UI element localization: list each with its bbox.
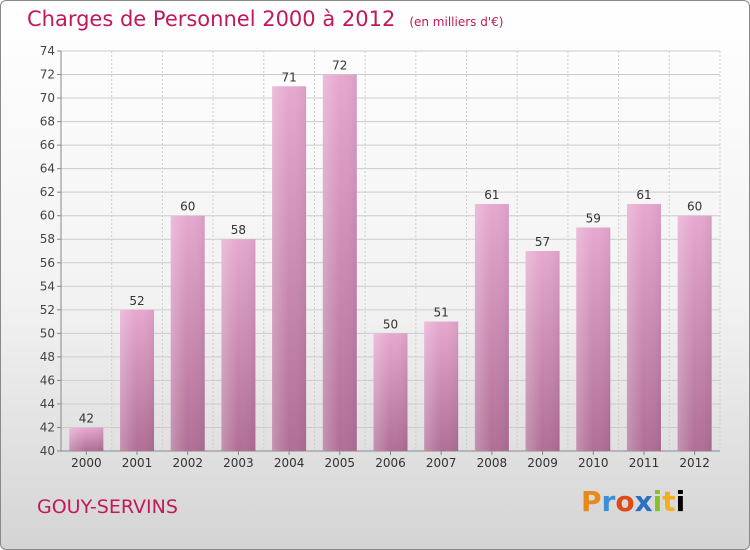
data-label-2003: 58 xyxy=(231,223,246,237)
bar-shine-2003 xyxy=(221,239,256,451)
data-label-2002: 60 xyxy=(180,200,195,214)
y-tick-label: 50 xyxy=(40,326,55,340)
x-tick-label-2012: 2012 xyxy=(679,456,710,470)
bar-shine-2006 xyxy=(373,333,408,451)
bar-shine-2007 xyxy=(424,321,459,451)
x-tick-label-2003: 2003 xyxy=(223,456,254,470)
data-label-2004: 71 xyxy=(281,70,296,84)
bar-shine-2012 xyxy=(677,215,712,451)
y-tick-label: 70 xyxy=(40,91,55,105)
data-label-2005: 72 xyxy=(332,59,347,73)
y-tick-label: 72 xyxy=(40,68,55,82)
x-tick-label-2008: 2008 xyxy=(477,456,508,470)
bar-shine-2010 xyxy=(576,227,611,451)
data-label-2006: 50 xyxy=(383,317,398,331)
proxiti-logo[interactable]: Proxiti xyxy=(581,485,685,518)
logo-letter: t xyxy=(662,485,676,518)
bar-shine-2008 xyxy=(474,203,509,451)
bar-shine-2009 xyxy=(525,251,560,451)
chart-title-text: Charges de Personnel 2000 à 2012 xyxy=(27,7,396,31)
commune-name: GOUY-SERVINS xyxy=(37,496,178,518)
x-tick-label-2001: 2001 xyxy=(122,456,153,470)
data-label-2010: 59 xyxy=(586,211,601,225)
data-label-2009: 57 xyxy=(535,235,550,249)
y-tick-label: 64 xyxy=(40,162,55,176)
logo-letter: x xyxy=(634,485,653,518)
logo-letter: P xyxy=(581,485,602,518)
x-tick-label-2002: 2002 xyxy=(172,456,203,470)
bar-shine-2011 xyxy=(626,203,661,451)
y-tick-label: 74 xyxy=(40,44,55,58)
label-layer: 42 2000 52 2001 60 2002 58 2003 71 2004 72 2005 50 20… xyxy=(71,59,710,470)
y-tick-label: 40 xyxy=(40,444,55,458)
y-tick-label: 42 xyxy=(40,420,55,434)
bar-shine-2000 xyxy=(69,427,104,451)
y-tick-label: 46 xyxy=(40,373,55,387)
y-tick-label: 44 xyxy=(40,397,55,411)
y-tick-label: 58 xyxy=(40,232,55,246)
data-label-2001: 52 xyxy=(129,294,144,308)
logo-letter: o xyxy=(615,485,635,518)
data-label-2012: 60 xyxy=(687,200,702,214)
data-label-2000: 42 xyxy=(79,411,94,425)
x-tick-label-2007: 2007 xyxy=(426,456,457,470)
bar-shine-2005 xyxy=(322,74,357,451)
y-tick-label: 48 xyxy=(40,350,55,364)
y-tick-label: 60 xyxy=(40,209,55,223)
y-tick-label: 54 xyxy=(40,279,55,293)
x-tick-label-2010: 2010 xyxy=(578,456,609,470)
chart-title: Charges de Personnel 2000 à 2012 (en mill… xyxy=(27,7,503,31)
x-tick-label-2000: 2000 xyxy=(71,456,102,470)
x-tick-label-2011: 2011 xyxy=(629,456,660,470)
x-tick-label-2009: 2009 xyxy=(527,456,558,470)
y-tick-label: 66 xyxy=(40,138,55,152)
y-tick-label: 68 xyxy=(40,115,55,129)
chart-subtitle: (en milliers d'€) xyxy=(409,15,504,29)
y-tick-label: 52 xyxy=(40,303,55,317)
logo-letter: i xyxy=(652,485,663,518)
x-tick-label-2006: 2006 xyxy=(375,456,406,470)
bar-layer xyxy=(69,74,712,451)
logo-letter: r xyxy=(601,485,616,518)
x-tick-label-2004: 2004 xyxy=(274,456,305,470)
x-tick-label-2005: 2005 xyxy=(325,456,356,470)
bar-shine-2002 xyxy=(170,215,205,451)
y-tick-label: 62 xyxy=(40,185,55,199)
bar-shine-2004 xyxy=(272,86,307,451)
logo-letter: i xyxy=(675,485,686,518)
data-label-2008: 61 xyxy=(484,188,499,202)
data-label-2011: 61 xyxy=(636,188,651,202)
y-tick-label: 56 xyxy=(40,256,55,270)
data-label-2007: 51 xyxy=(434,306,449,320)
bar-shine-2001 xyxy=(120,309,155,451)
